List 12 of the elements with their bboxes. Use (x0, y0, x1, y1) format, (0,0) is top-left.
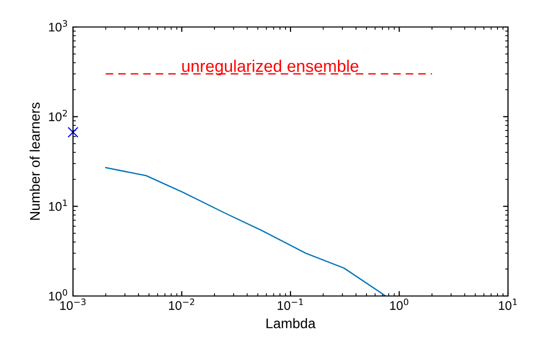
x-tick-label: 10$^{−2}$ (169, 298, 194, 310)
y-tick-label: 10$^{1}$ (49, 200, 67, 211)
y-tick-label: 10$^{2}$ (49, 110, 67, 122)
x-tick-label: 10$^{−1}$ (278, 298, 303, 310)
x-axis-title: Lambda (266, 318, 316, 328)
y-tick-label: 10$^{0}$ (49, 289, 68, 301)
x-tick-label: 10$^{0}$ (390, 298, 408, 310)
y-axis-title: Number of learners (30, 102, 40, 220)
x-tick-label: 10$^{−3}$ (60, 298, 86, 310)
annotation: unregularized ensemble (182, 60, 358, 76)
x-tick-label: 10$^{1}$ (498, 298, 517, 310)
y-tick-label: 10$^{3}$ (49, 20, 68, 32)
